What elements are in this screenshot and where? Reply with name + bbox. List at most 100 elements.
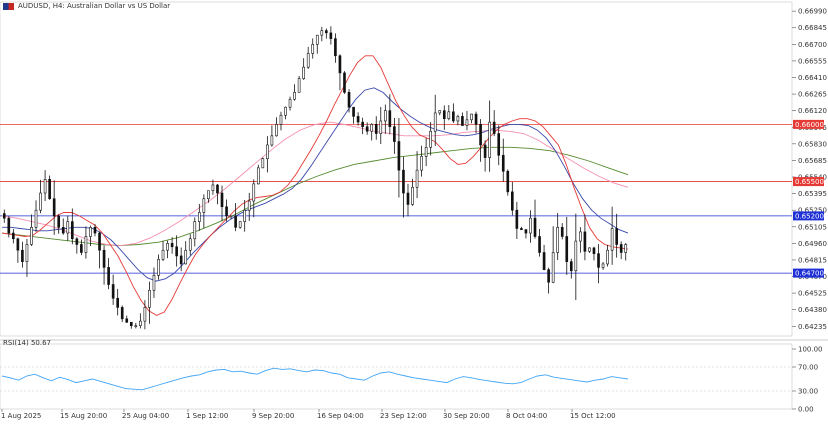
candle-body: [551, 252, 555, 283]
rsi-line: [1, 367, 629, 391]
candle: [252, 179, 256, 218]
candle-body: [601, 263, 605, 268]
candle: [361, 117, 364, 135]
candle: [48, 175, 51, 200]
chart-title: AUDUSD, H4: Australian Dollar vs US Doll…: [18, 2, 171, 10]
rsi-tick-label: 30.00: [798, 388, 818, 396]
candle-body: [606, 249, 609, 265]
candle-body: [429, 130, 432, 148]
candle: [393, 117, 396, 154]
candle: [520, 226, 523, 230]
candle-body: [515, 209, 519, 229]
candle: [592, 246, 596, 261]
candle: [397, 118, 401, 198]
candle-body: [311, 44, 315, 54]
candle-body: [501, 154, 505, 172]
candle-body: [102, 249, 106, 268]
candle-body: [152, 275, 156, 291]
candle-body: [565, 236, 569, 262]
candle-body: [424, 146, 428, 157]
candle: [560, 223, 564, 240]
candle: [356, 112, 360, 126]
candle: [320, 26, 324, 42]
candle: [415, 151, 419, 199]
candle: [129, 321, 133, 329]
candle-body: [442, 110, 446, 119]
candle-body: [261, 158, 265, 169]
ma-mid-line: [2, 87, 629, 282]
candle: [75, 237, 79, 254]
candle: [275, 117, 278, 137]
candle-body: [542, 252, 546, 270]
candle-body: [12, 232, 15, 240]
candle-body: [89, 227, 92, 237]
candle-body: [329, 32, 333, 39]
time-axis: 1 Aug 2025 15 Aug 20:00 25 Aug 04:00 1 Sep …: [1, 409, 616, 420]
candle-body: [48, 178, 51, 200]
candle: [597, 243, 600, 284]
candle: [334, 33, 337, 63]
candle: [569, 258, 573, 279]
candle: [374, 116, 378, 140]
ma-fast-line: [1, 55, 629, 316]
candle: [102, 245, 106, 285]
candle-body: [66, 221, 70, 234]
candle: [247, 192, 251, 221]
candle: [202, 194, 206, 229]
candle-body: [143, 307, 147, 322]
candle-body: [256, 167, 260, 185]
y-tick-label: 0.65395: [798, 190, 827, 198]
candle-body: [610, 228, 614, 251]
candle: [619, 241, 623, 260]
candle-body: [80, 244, 83, 253]
candle-body: [370, 124, 374, 132]
ma-slow-line: [1, 121, 629, 247]
candle: [148, 281, 151, 324]
y-tick-label: 0.64960: [798, 240, 827, 248]
candle-body: [365, 126, 369, 132]
candle: [424, 137, 428, 167]
horizontal-levels: [0, 123, 792, 274]
candle-body: [93, 227, 97, 234]
candle-body: [252, 183, 256, 202]
candle-body: [198, 212, 201, 222]
candle: [370, 123, 374, 141]
candle-body: [34, 209, 38, 228]
candle: [429, 121, 432, 156]
candle-body: [25, 244, 29, 262]
candle: [279, 111, 283, 131]
candle-body: [39, 192, 42, 211]
candle-body: [447, 111, 451, 119]
candle-body: [134, 325, 138, 328]
candle-body: [302, 66, 305, 79]
candle-body: [243, 209, 247, 222]
candle: [243, 199, 247, 232]
candle: [225, 199, 228, 222]
candle: [610, 206, 614, 265]
candle: [98, 231, 101, 269]
candle: [524, 229, 528, 239]
candle-body: [402, 169, 405, 194]
candle-body: [456, 116, 460, 122]
candle-body: [461, 116, 464, 126]
candle-body: [470, 113, 473, 121]
candle: [111, 274, 115, 305]
candle: [343, 71, 346, 94]
candle: [80, 239, 83, 256]
candle-body: [556, 227, 560, 253]
candle: [198, 203, 201, 231]
candle: [465, 110, 469, 131]
x-tick-label: 30 Sep 20:00: [443, 412, 490, 420]
candle-body: [270, 135, 274, 146]
x-tick-label: 25 Aug 04:00: [122, 412, 169, 420]
candle: [452, 103, 455, 124]
candle: [579, 227, 582, 253]
candle-body: [107, 267, 110, 285]
candle-body: [488, 121, 491, 158]
candle: [433, 94, 437, 147]
candle: [306, 46, 310, 69]
candle: [492, 110, 496, 137]
candle: [57, 214, 61, 234]
